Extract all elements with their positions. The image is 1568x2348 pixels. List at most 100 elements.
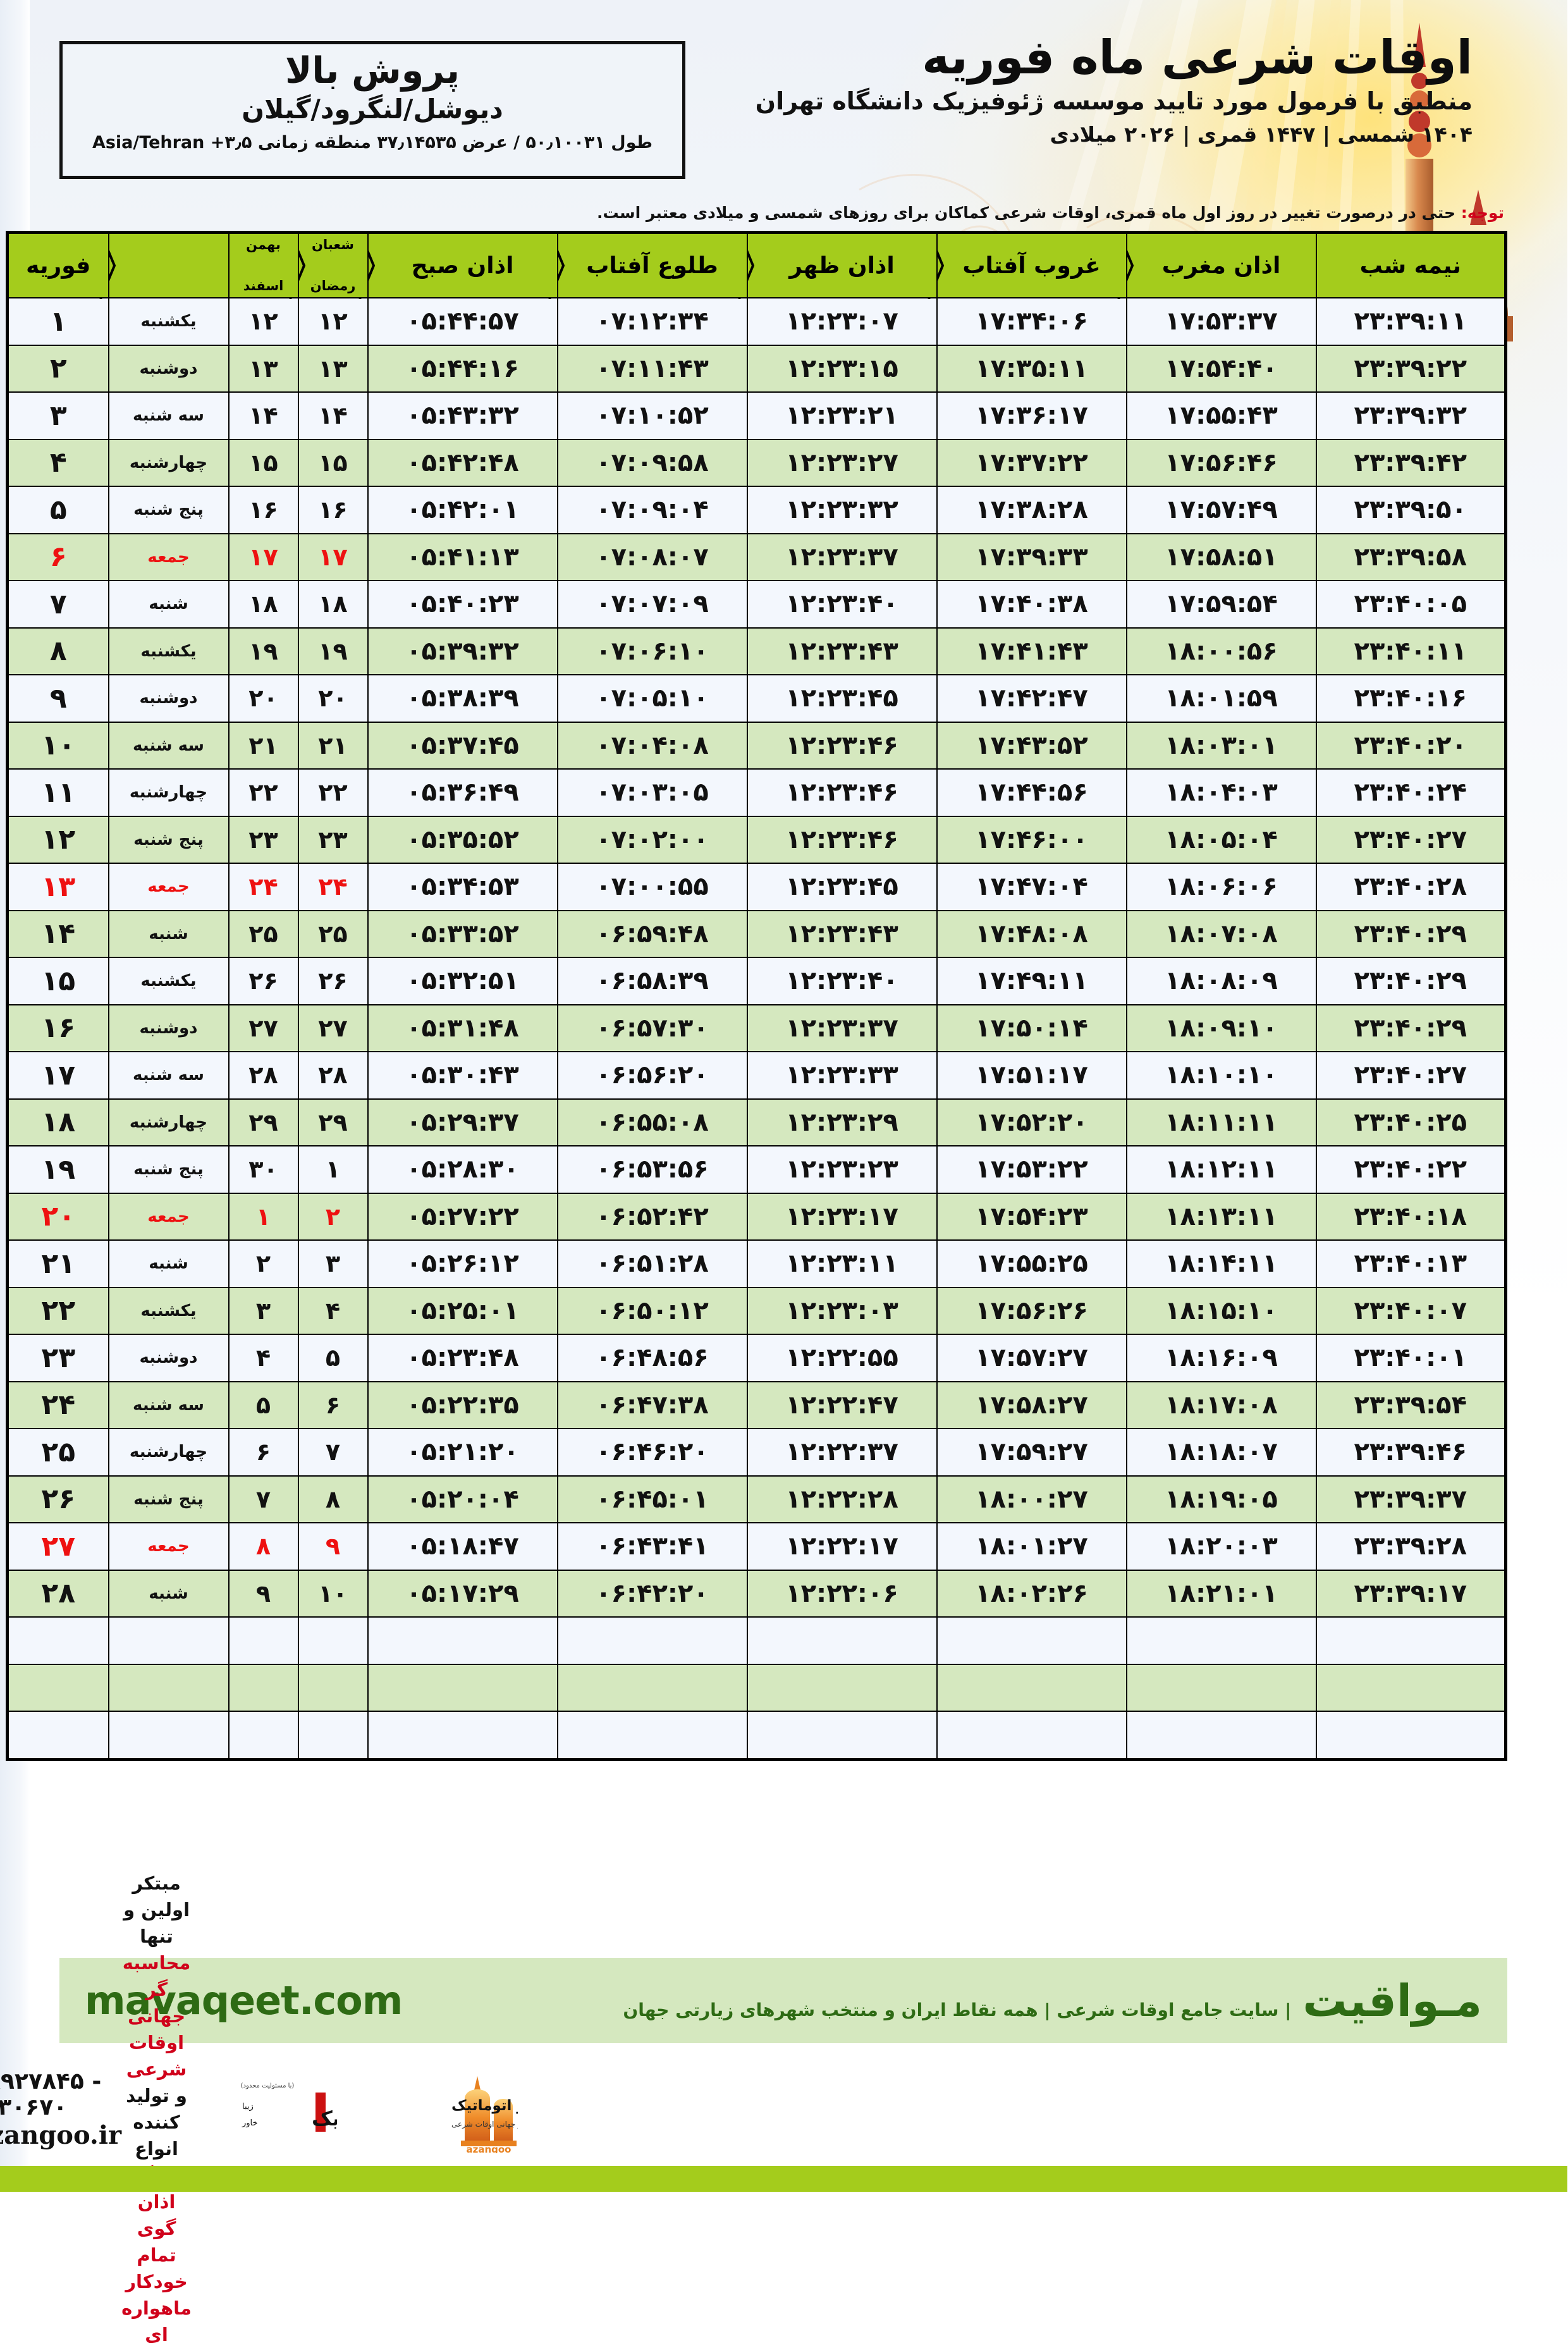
cell-noon: ۱۲:۲۲:۲۸ <box>747 1475 938 1523</box>
calendar-years: ۱۴۰۴ شمسی | ۱۴۴۷ قمری | ۲۰۲۶ میلادی <box>1050 122 1473 147</box>
col-header-shamsi: بهمن اسفند <box>228 231 300 298</box>
cell-dow: چهارشنبه <box>108 1098 230 1146</box>
cell-sunrise: ۰۶:۵۷:۳۰ <box>557 1004 749 1052</box>
banner-brand-group: مـواقیت | سایت جامع اوقات شرعی | همه نقا… <box>403 1979 1483 2023</box>
svg-text:خاور: خاور <box>242 2118 259 2128</box>
cell-sunset: ۱۷:۵۱:۱۷ <box>936 1051 1128 1100</box>
cell-midnight: ۲۳:۴۰:۱۸ <box>1316 1192 1507 1241</box>
svg-text:محاسبه گر جهانی اوقات شرعی: محاسبه گر جهانی اوقات شرعی <box>452 2120 518 2129</box>
cell-noon: ۱۲:۲۲:۵۵ <box>747 1334 938 1382</box>
table-row: ۲۳:۳۹:۲۲ ۱۷:۵۴:۴۰ ۱۷:۳۵:۱۱ ۱۲:۲۳:۱۵ ۰۷:۱۱:۴۳… <box>7 344 1507 393</box>
cell-dow: شنبه <box>108 909 230 958</box>
footer-color-bar <box>0 2166 1568 2192</box>
cell-noon: ۱۲:۲۳:۲۱ <box>747 391 938 440</box>
table-row: ۲۳:۳۹:۵۸ ۱۷:۵۸:۵۱ ۱۷:۳۹:۳۳ ۱۲:۲۳:۳۷ ۰۷:۰۸:۰۷… <box>7 532 1507 581</box>
cell-sunset: ۱۷:۳۷:۲۲ <box>936 438 1128 487</box>
cell-dow: چهارشنبه <box>108 438 230 487</box>
cell-sunset: ۱۸:۰۰:۲۷ <box>936 1475 1128 1523</box>
footer-website[interactable]: www.azangoo.ir <box>0 2120 123 2150</box>
cell-sh: ۲۶ <box>228 957 300 1005</box>
cell-g: ۴ <box>7 438 110 487</box>
cell-fajr: ۰۵:۳۸:۳۹ <box>367 674 559 723</box>
cell-hj: ۲۱ <box>298 721 369 770</box>
cell-sunrise: ۰۷:۰۷:۰۹ <box>557 580 749 629</box>
table-row: ۲۳:۳۹:۱۷ ۱۸:۲۱:۰۱ ۱۸:۰۲:۲۶ ۱۲:۲۲:۰۶ ۰۶:۴۲:۲۰… <box>7 1569 1507 1618</box>
cell-fajr: ۰۵:۲۸:۳۰ <box>367 1145 559 1194</box>
cell-sunset: ۱۷:۳۹:۳۳ <box>936 532 1128 581</box>
cell-midnight: ۲۳:۳۹:۱۷ <box>1316 1569 1507 1618</box>
cell-g: ۱۲ <box>7 815 110 864</box>
footer-slogan-1b: محاسبه گر جهانی اوقات شرعی <box>123 1952 192 2080</box>
table-row: ۲۳:۳۹:۵۴ ۱۸:۱۷:۰۸ ۱۷:۵۸:۲۷ ۱۲:۲۲:۴۷ ۰۶:۴۷:۳۸… <box>7 1380 1507 1429</box>
cell-g: ۲۶ <box>7 1475 110 1523</box>
cell-hj: ۲۵ <box>298 909 369 958</box>
cell-hj: ۴ <box>298 1286 369 1335</box>
cell-midnight: ۲۳:۴۰:۲۷ <box>1316 1051 1507 1100</box>
cell-sh: ۲۷ <box>228 1004 300 1052</box>
table-row: ۲۳:۳۹:۴۶ ۱۸:۱۸:۰۷ ۱۷:۵۹:۲۷ ۱۲:۲۲:۳۷ ۰۶:۴۶:۲۰… <box>7 1428 1507 1477</box>
cell-hj: ۱ <box>298 1145 369 1194</box>
footer-phone: ۰۲۱-۸۸۹۲۷۸۴۵ - ۸۸۹۳۰۶۷۰ <box>0 2068 102 2120</box>
table-row: ۲۳:۳۹:۳۲ ۱۷:۵۵:۴۳ ۱۷:۳۶:۱۷ ۱۲:۲۳:۲۱ ۰۷:۱۰:۵۲… <box>7 391 1507 440</box>
cell-sh: ۶ <box>228 1428 300 1477</box>
cell-fajr: ۰۵:۲۹:۳۷ <box>367 1098 559 1146</box>
cell-sunrise: ۰۶:۵۰:۱۲ <box>557 1286 749 1335</box>
cell-hj: ۵ <box>298 1334 369 1382</box>
cell-hj: ۲۰ <box>298 674 369 723</box>
cell-g: ۲۸ <box>7 1569 110 1618</box>
cell-sunset: ۱۷:۵۹:۲۷ <box>936 1428 1128 1477</box>
cell-fajr: ۰۵:۲۵:۰۱ <box>367 1286 559 1335</box>
cell-dow: یکشنبه <box>108 627 230 675</box>
cell-dow: جمعه <box>108 863 230 911</box>
cell-dow: سه شنبه <box>108 391 230 440</box>
table-row: ۲۳:۴۰:۲۵ ۱۸:۱۱:۱۱ ۱۷:۵۲:۲۰ ۱۲:۲۳:۲۹ ۰۶:۵۵:۰۸… <box>7 1098 1507 1146</box>
col-label-gregorian: فوریه <box>27 252 92 279</box>
cell-dow: شنبه <box>108 1239 230 1288</box>
cell-sunrise <box>557 1616 749 1665</box>
cell-fajr: ۰۵:۲۳:۴۸ <box>367 1334 559 1382</box>
footer-slogan: مبتکر اولین و تنها محاسبه گر جهانی اوقات… <box>122 1870 192 2348</box>
cell-midnight <box>1316 1616 1507 1665</box>
cell-sh: ۱۶ <box>228 486 300 534</box>
cell-sunrise: ۰۶:۴۳:۴۱ <box>557 1522 749 1571</box>
cell-fajr: ۰۵:۲۶:۱۲ <box>367 1239 559 1288</box>
cell-sunrise: ۰۷:۰۶:۱۰ <box>557 627 749 675</box>
cell-maghrib: ۱۷:۵۵:۴۳ <box>1126 391 1318 440</box>
footer-slogan-2b: دستگاه اذان گوی تمام خودکار ماهواره ای <box>122 2165 192 2346</box>
col-header-hijri: شعبان رمضان <box>289 231 369 299</box>
cell-fajr: ۰۵:۴۳:۳۲ <box>367 391 559 440</box>
cell-sunrise: ۰۷:۰۵:۱۰ <box>557 674 749 723</box>
cell-noon: ۱۲:۲۳:۴۰ <box>747 957 938 1005</box>
cell-maghrib: ۱۷:۵۶:۴۶ <box>1126 438 1318 487</box>
banner-website-url[interactable]: mavaqeet.com <box>85 1977 403 2024</box>
cell-sunrise: ۰۶:۴۸:۵۶ <box>557 1334 749 1382</box>
cell-sunrise: ۰۷:۰۲:۰۰ <box>557 815 749 864</box>
cell-maghrib: ۱۷:۵۹:۵۴ <box>1126 580 1318 629</box>
cell-g: ۲۳ <box>7 1334 110 1382</box>
cell-midnight: ۲۳:۳۹:۴۲ <box>1316 438 1507 487</box>
cell-midnight: ۲۳:۴۰:۲۹ <box>1316 909 1507 958</box>
table-row: ۲۳:۳۹:۵۰ ۱۷:۵۷:۴۹ ۱۷:۳۸:۲۸ ۱۲:۲۳:۳۲ ۰۷:۰۹:۰۴… <box>7 486 1507 534</box>
cell-maghrib: ۱۷:۵۸:۵۱ <box>1126 532 1318 581</box>
cell-hj: ۱۸ <box>298 580 369 629</box>
cell-sunset <box>936 1711 1128 1760</box>
table-row: ۲۳:۴۰:۲۴ ۱۸:۰۴:۰۳ ۱۷:۴۴:۵۶ ۱۲:۲۳:۴۶ ۰۷:۰۳:۰۵… <box>7 768 1507 817</box>
cell-midnight: ۲۳:۴۰:۱۱ <box>1316 627 1507 675</box>
cell-dow: دوشنبه <box>108 1334 230 1382</box>
footer-slogan-line-1: مبتکر اولین و تنها محاسبه گر جهانی اوقات… <box>122 1870 192 2082</box>
cell-sh: ۱۴ <box>228 391 300 440</box>
cell-dow: جمعه <box>108 1192 230 1241</box>
cell-sunrise <box>557 1711 749 1760</box>
cell-sunset: ۱۷:۵۳:۲۲ <box>936 1145 1128 1194</box>
cell-g: ۱۵ <box>7 957 110 1005</box>
col-header-midnight: نیمه شب <box>1316 231 1507 298</box>
cell-noon: ۱۲:۲۳:۱۵ <box>747 344 938 393</box>
cell-sunset: ۱۷:۳۶:۱۷ <box>936 391 1128 440</box>
cell-sunrise: ۰۷:۰۹:۰۴ <box>557 486 749 534</box>
col-label-shamsi-bahman: بهمن <box>247 237 281 252</box>
cell-sh: ۱۸ <box>228 580 300 629</box>
cell-g: ۷ <box>7 580 110 629</box>
col-header-noon: اذان ظهر <box>738 231 938 299</box>
cell-noon: ۱۲:۲۳:۴۵ <box>747 863 938 911</box>
